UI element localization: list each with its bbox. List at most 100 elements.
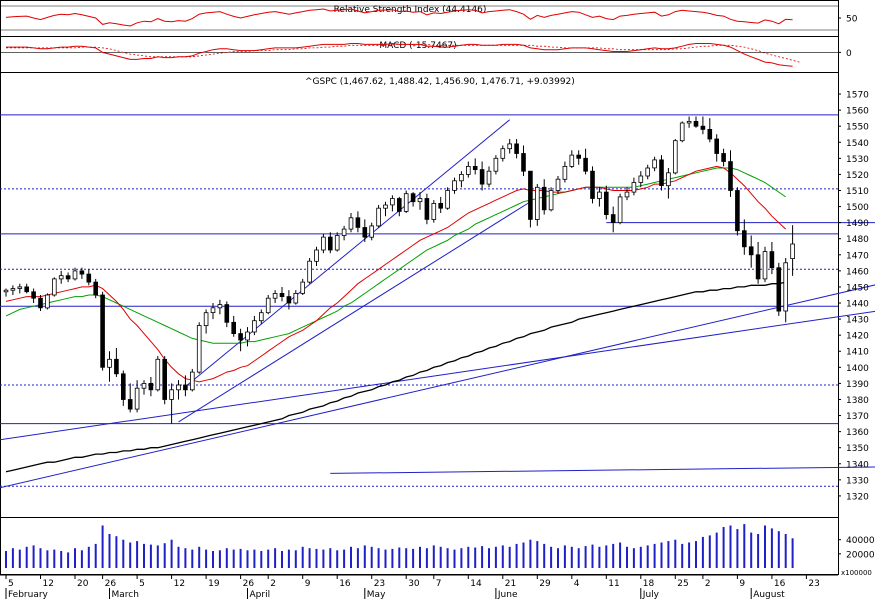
price-tick-label: 1420 bbox=[846, 332, 869, 342]
volume-tick-label: 40000 bbox=[846, 536, 875, 546]
candle-body bbox=[45, 294, 50, 309]
candle-body bbox=[369, 225, 374, 238]
price-tick-label: 1550 bbox=[846, 123, 869, 133]
volume-bar bbox=[557, 548, 559, 568]
candle-body bbox=[459, 173, 464, 182]
candle-body bbox=[693, 121, 699, 127]
candle-body bbox=[465, 165, 471, 175]
volume-bar bbox=[715, 532, 718, 568]
volume-bar bbox=[329, 548, 332, 568]
volume-bar bbox=[750, 532, 753, 568]
price-tick-label: 1570 bbox=[846, 91, 869, 101]
volume-bar bbox=[46, 550, 49, 568]
day-tick-label: 12 bbox=[174, 579, 185, 589]
month-label: February bbox=[8, 590, 49, 599]
volume-bar bbox=[764, 525, 766, 568]
price-tick-label: 1490 bbox=[846, 219, 869, 229]
candle-body bbox=[348, 217, 354, 230]
candle-body bbox=[555, 178, 561, 191]
volume-bar bbox=[405, 548, 408, 568]
volume-bar bbox=[708, 535, 711, 568]
volume-bar bbox=[177, 546, 180, 568]
volume-bar bbox=[74, 548, 76, 568]
candle-body bbox=[535, 186, 540, 220]
candle-body bbox=[65, 275, 71, 280]
candle-body bbox=[58, 275, 64, 280]
trendlines-layer bbox=[0, 119, 875, 489]
candle-body bbox=[707, 128, 713, 140]
candle-body bbox=[17, 286, 23, 289]
volume-bar bbox=[757, 534, 760, 568]
volume-bar bbox=[336, 550, 339, 568]
volume-bar bbox=[350, 546, 352, 568]
volume-bar bbox=[232, 549, 235, 568]
volume-bar bbox=[501, 545, 504, 568]
price-tick-label: 1440 bbox=[846, 300, 869, 310]
candle-body bbox=[507, 143, 512, 150]
volume-bar bbox=[184, 548, 187, 568]
rsi-line bbox=[5, 8, 793, 27]
volume-bar bbox=[667, 541, 670, 568]
candle-body bbox=[514, 143, 519, 154]
day-tick-label: 9 bbox=[305, 579, 311, 589]
price-tick-label: 1480 bbox=[846, 235, 869, 245]
candle-body bbox=[24, 286, 29, 293]
day-tick-label: 18 bbox=[643, 579, 655, 589]
volume-bar bbox=[80, 550, 83, 568]
candle-body bbox=[210, 307, 216, 313]
volume-bar bbox=[39, 548, 42, 568]
volume-bar bbox=[156, 545, 159, 568]
macd-label: MACD (-15.7467) bbox=[379, 41, 456, 51]
candle-body bbox=[31, 291, 36, 299]
sma-50-line bbox=[5, 167, 786, 344]
price-tick-label: 1390 bbox=[846, 380, 869, 390]
price-tick-label: 1370 bbox=[846, 412, 869, 422]
day-tick-label: 16 bbox=[774, 579, 786, 589]
candlesticks-layer bbox=[3, 116, 795, 424]
price-tick-label: 1350 bbox=[846, 444, 869, 454]
candle-body bbox=[114, 358, 119, 375]
volume-bar bbox=[784, 534, 787, 568]
candle-body bbox=[590, 170, 595, 199]
volume-bar bbox=[529, 539, 532, 568]
price-tick-label: 1500 bbox=[846, 203, 869, 213]
candle-body bbox=[748, 246, 754, 256]
candle-body bbox=[183, 384, 188, 391]
candle-body bbox=[38, 297, 43, 309]
candle-body bbox=[279, 292, 285, 297]
volume-bar bbox=[308, 548, 311, 568]
price-tick-label: 1410 bbox=[846, 348, 869, 358]
trendline bbox=[185, 119, 511, 387]
day-tick-label: 5 bbox=[139, 579, 145, 589]
candle-body bbox=[769, 251, 775, 269]
candle-body bbox=[721, 153, 726, 162]
candle-body bbox=[203, 312, 209, 327]
day-tick-label: 12 bbox=[43, 579, 54, 589]
day-tick-label: 5 bbox=[8, 579, 14, 589]
candle-body bbox=[72, 270, 78, 280]
price-tick-label: 1450 bbox=[846, 283, 869, 293]
volume-bar bbox=[563, 545, 566, 568]
candle-body bbox=[258, 312, 264, 322]
volume-bar bbox=[18, 549, 21, 568]
volume-bar bbox=[53, 549, 56, 568]
candle-body bbox=[410, 193, 416, 203]
volume-bar bbox=[225, 548, 228, 568]
candle-body bbox=[141, 382, 147, 389]
volume-bar bbox=[729, 525, 732, 568]
candle-body bbox=[3, 289, 9, 293]
candle-body bbox=[645, 167, 650, 177]
candle-body bbox=[528, 170, 533, 220]
volume-bar bbox=[425, 548, 428, 568]
price-tick-label: 1510 bbox=[846, 187, 869, 197]
volume-bar bbox=[25, 546, 28, 568]
volume-bar bbox=[122, 539, 125, 568]
price-tick-label: 1470 bbox=[846, 251, 869, 261]
candle-body bbox=[148, 382, 154, 391]
candle-body bbox=[610, 214, 616, 224]
price-tick-label: 1380 bbox=[846, 396, 869, 406]
volume-bar bbox=[481, 546, 484, 568]
candle-body bbox=[321, 236, 326, 251]
volume-bar bbox=[736, 529, 739, 568]
candle-body bbox=[472, 165, 478, 170]
